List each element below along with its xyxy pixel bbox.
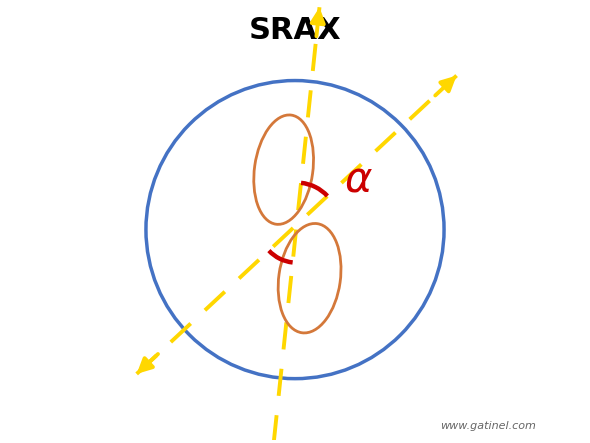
Text: $\alpha$: $\alpha$ (344, 159, 373, 200)
Text: SRAX: SRAX (249, 16, 341, 45)
Text: www.gatinel.com: www.gatinel.com (440, 421, 536, 431)
